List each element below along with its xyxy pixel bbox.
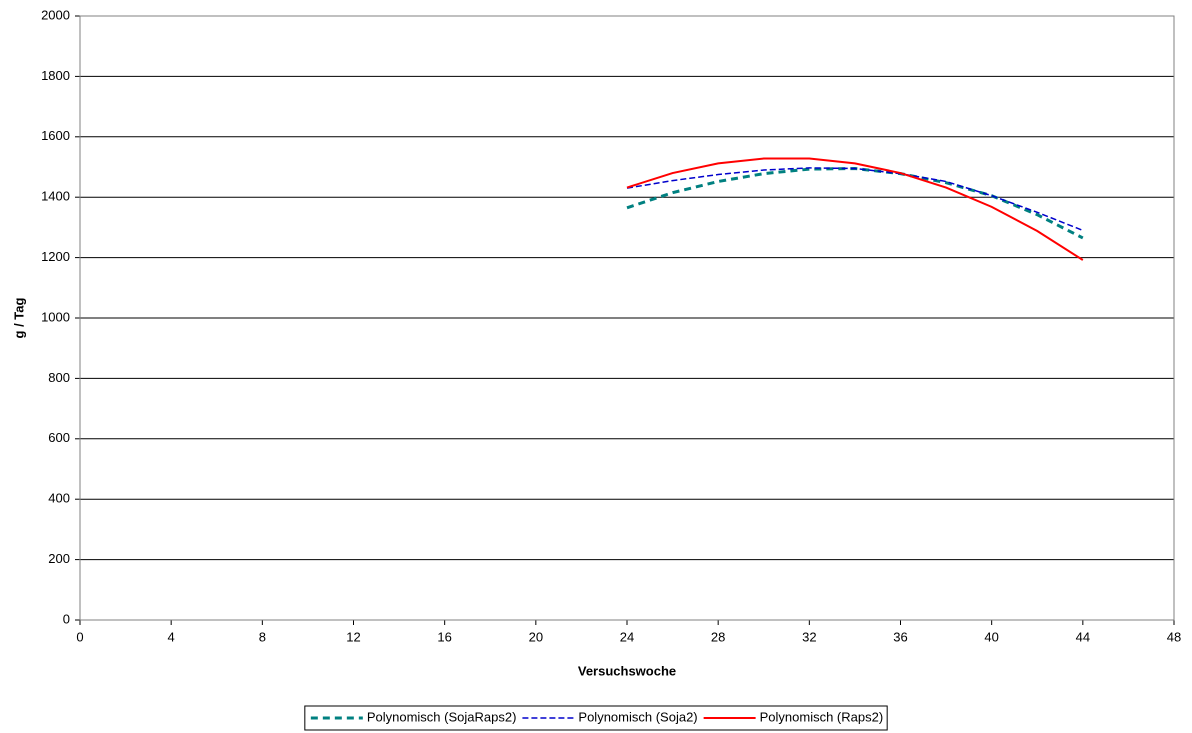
y-tick-label: 1000 xyxy=(41,309,70,324)
x-tick-label: 4 xyxy=(168,629,175,644)
trend-line xyxy=(626,167,1084,240)
y-tick-label: 800 xyxy=(48,370,70,385)
y-axis-title: g / Tag xyxy=(11,297,26,338)
x-tick-label: 0 xyxy=(76,629,83,644)
y-tick-label: 1400 xyxy=(41,189,70,204)
y-tick-label: 1800 xyxy=(41,68,70,83)
y-tick-label: 400 xyxy=(48,491,70,506)
x-tick-label: 48 xyxy=(1167,629,1181,644)
y-tick-label: 2000 xyxy=(41,7,70,22)
legend-box xyxy=(304,705,888,731)
legend-label: Polynomisch (Soja2) xyxy=(578,709,697,724)
x-tick-label: 36 xyxy=(893,629,907,644)
trend-line xyxy=(626,167,1084,232)
x-tick-label: 32 xyxy=(802,629,816,644)
x-tick-label: 40 xyxy=(984,629,998,644)
x-axis-title: Versuchswoche xyxy=(578,663,676,678)
trend-line xyxy=(626,157,1084,261)
x-tick-label: 16 xyxy=(437,629,451,644)
x-tick-label: 8 xyxy=(259,629,266,644)
y-tick-label: 600 xyxy=(48,430,70,445)
x-tick-label: 20 xyxy=(529,629,543,644)
legend-label: Polynomisch (SojaRaps2) xyxy=(367,709,517,724)
x-tick-label: 24 xyxy=(620,629,634,644)
legend-label: Polynomisch (Raps2) xyxy=(760,709,884,724)
y-tick-label: 200 xyxy=(48,551,70,566)
plot-border xyxy=(79,15,1175,621)
x-tick-label: 44 xyxy=(1076,629,1090,644)
x-tick-label: 28 xyxy=(711,629,725,644)
x-tick-label: 12 xyxy=(346,629,360,644)
y-tick-label: 0 xyxy=(63,611,70,626)
y-tick-label: 1200 xyxy=(41,249,70,264)
y-tick-label: 1600 xyxy=(41,128,70,143)
